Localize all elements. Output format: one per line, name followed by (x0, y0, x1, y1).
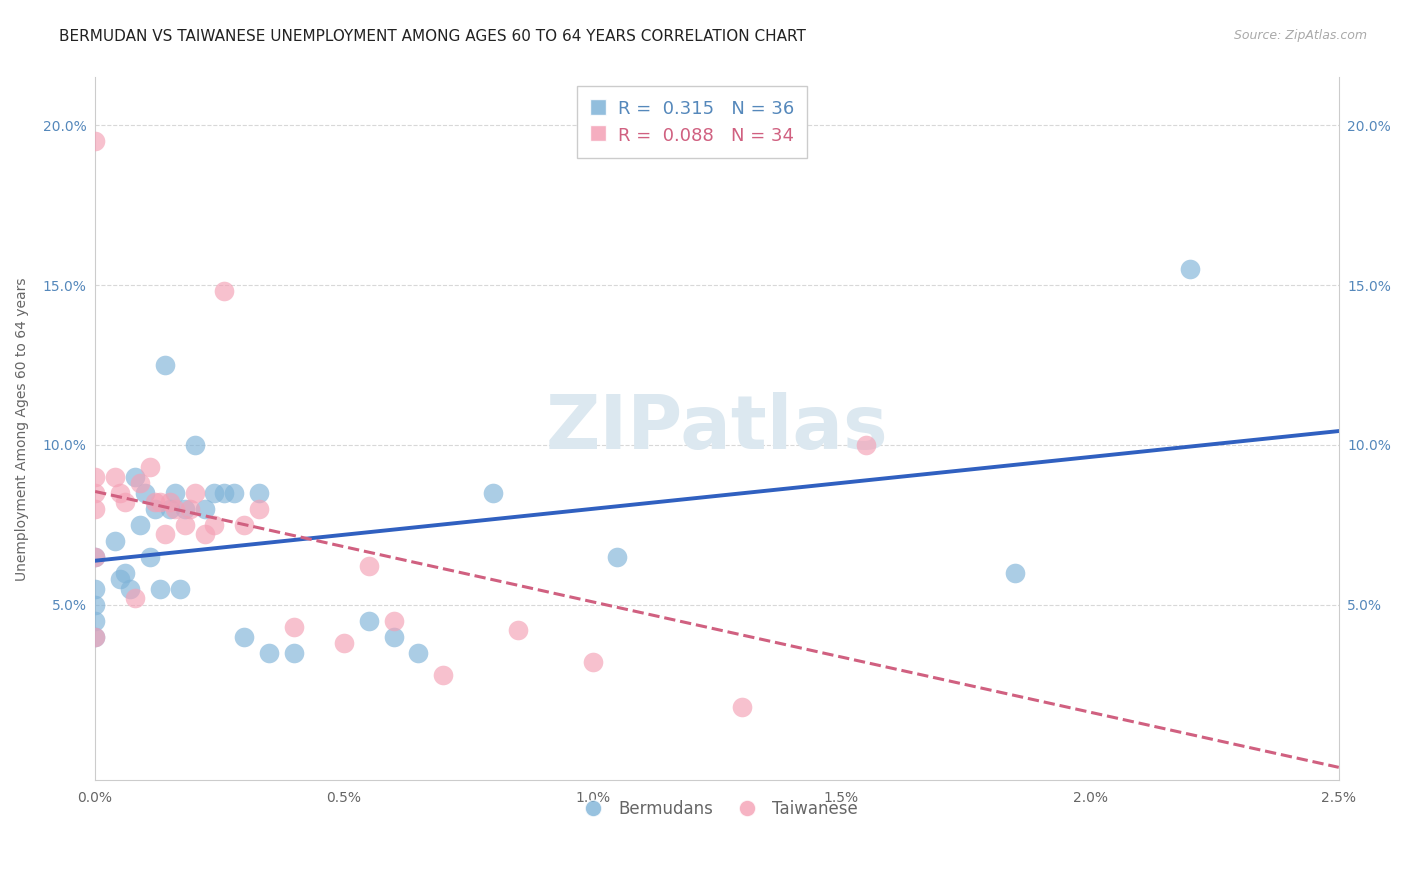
Text: ZIPatlas: ZIPatlas (546, 392, 889, 466)
Point (382, 614, 405, 628)
Legend: Bermudans, Taiwanese: Bermudans, Taiwanese (569, 793, 863, 825)
Point (84, 630, 107, 644)
Point (408, 646, 430, 660)
Point (84, 134, 107, 148)
Point (283, 620, 305, 634)
Point (159, 495, 181, 509)
Point (214, 485, 236, 500)
Point (114, 566, 136, 580)
Point (84, 630, 107, 644)
Point (128, 476, 150, 491)
Point (84, 549, 107, 564)
Point (143, 495, 166, 509)
Point (382, 630, 405, 644)
Point (149, 582, 172, 596)
Point (233, 517, 256, 532)
Point (84, 598, 107, 612)
Point (247, 485, 270, 500)
Point (149, 495, 172, 509)
Point (204, 485, 226, 500)
Point (159, 501, 181, 516)
Point (606, 549, 628, 564)
Point (482, 485, 505, 500)
Point (108, 572, 131, 586)
Point (153, 527, 176, 541)
Point (108, 485, 131, 500)
Point (163, 485, 186, 500)
Point (173, 517, 195, 532)
Point (84, 549, 107, 564)
Y-axis label: Unemployment Among Ages 60 to 64 years: Unemployment Among Ages 60 to 64 years (15, 277, 30, 581)
Point (183, 438, 205, 452)
Point (128, 517, 150, 532)
Point (124, 470, 146, 484)
Point (581, 655, 603, 669)
Point (506, 623, 529, 637)
Point (124, 591, 146, 606)
Point (1004, 566, 1026, 580)
Point (179, 501, 201, 516)
Point (214, 285, 236, 299)
Point (84, 470, 107, 484)
Point (118, 582, 141, 596)
Point (84, 582, 107, 596)
Point (169, 582, 191, 596)
Point (183, 485, 205, 500)
Point (247, 501, 270, 516)
Point (139, 549, 162, 564)
Point (173, 501, 195, 516)
Point (224, 485, 246, 500)
Point (204, 517, 226, 532)
Point (1178, 262, 1201, 277)
Point (357, 614, 380, 628)
Point (84, 614, 107, 628)
Point (257, 646, 280, 660)
Text: BERMUDAN VS TAIWANESE UNEMPLOYMENT AMONG AGES 60 TO 64 YEARS CORRELATION CHART: BERMUDAN VS TAIWANESE UNEMPLOYMENT AMONG… (59, 29, 806, 44)
Point (432, 668, 454, 682)
Point (357, 559, 380, 574)
Point (163, 501, 186, 516)
Point (333, 636, 356, 650)
Point (104, 533, 127, 548)
Point (84, 501, 107, 516)
Point (193, 527, 215, 541)
Point (114, 495, 136, 509)
Point (153, 358, 176, 372)
Point (731, 699, 754, 714)
Point (134, 485, 156, 500)
Point (143, 501, 166, 516)
Point (104, 470, 127, 484)
Text: Source: ZipAtlas.com: Source: ZipAtlas.com (1233, 29, 1367, 42)
Point (139, 460, 162, 475)
Point (283, 646, 305, 660)
Point (193, 501, 215, 516)
Point (84, 485, 107, 500)
Point (233, 630, 256, 644)
Point (855, 438, 877, 452)
